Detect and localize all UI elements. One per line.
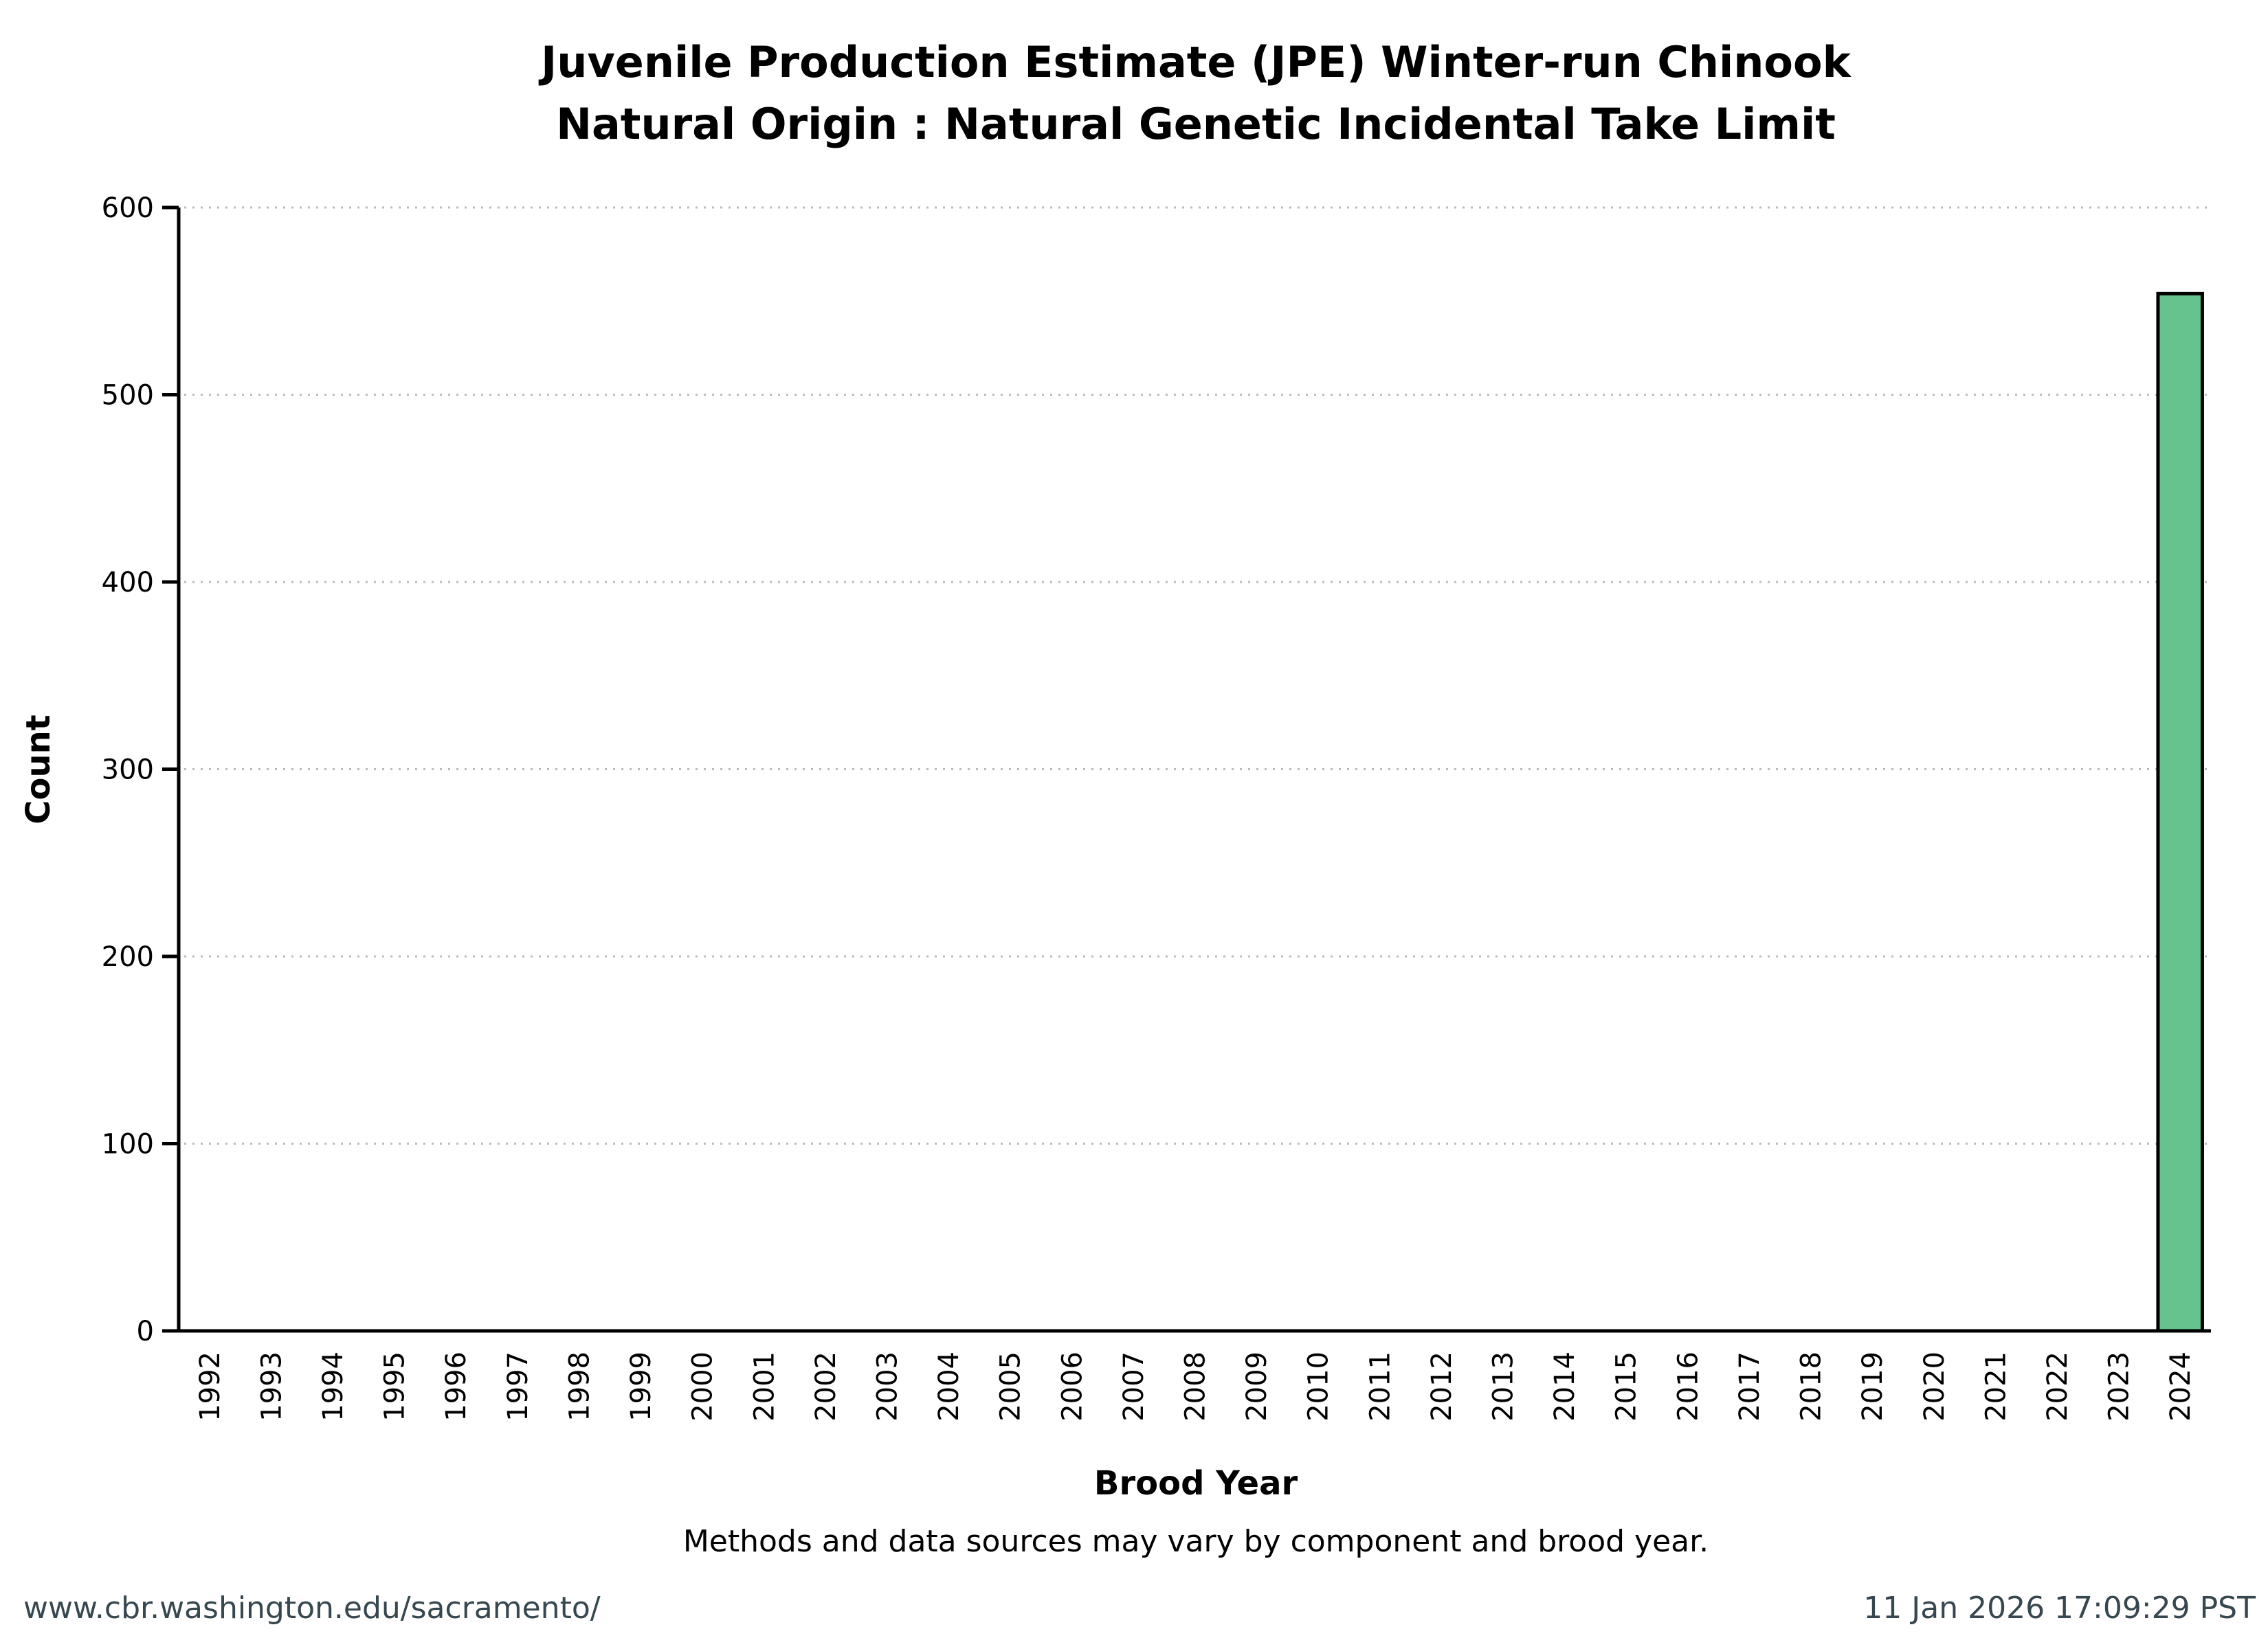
x-tick-label: 2003 [871, 1351, 903, 1422]
x-tick-label: 2004 [933, 1351, 965, 1422]
y-tick-label: 500 [102, 380, 154, 412]
x-tick-label: 2013 [1488, 1351, 1520, 1422]
bar-2024 [2156, 291, 2204, 1333]
x-tick-label: 2009 [1241, 1351, 1273, 1422]
x-tick-label: 2017 [1734, 1351, 1766, 1422]
x-tick-label: 2000 [687, 1351, 719, 1422]
x-tick-label: 1998 [564, 1351, 595, 1422]
x-tick-label: 2015 [1611, 1351, 1643, 1422]
y-axis-label: Count [19, 715, 58, 824]
x-tick-label: 2010 [1303, 1351, 1335, 1422]
x-tick-label: 1995 [379, 1351, 411, 1422]
x-tick-label: 1992 [194, 1351, 226, 1422]
x-tick-label: 2006 [1056, 1351, 1088, 1422]
x-tick-label: 1993 [256, 1351, 287, 1422]
x-tick-label: 2002 [810, 1351, 842, 1422]
x-tick-label: 2024 [2165, 1351, 2197, 1422]
y-tick-label: 100 [102, 1129, 154, 1160]
x-tick-label: 2001 [748, 1351, 780, 1422]
footer-url[interactable]: www.cbr.washington.edu/sacramento/ [23, 1591, 601, 1626]
y-tick-label: 600 [102, 192, 154, 224]
methods-note: Methods and data sources may vary by com… [683, 1524, 1709, 1559]
x-axis-label: Brood Year [1094, 1464, 1298, 1503]
x-tick-label: 2014 [1549, 1351, 1581, 1422]
x-tick-label: 2022 [2042, 1351, 2074, 1422]
y-tick-label: 400 [102, 567, 154, 598]
y-tick-label: 300 [102, 754, 154, 786]
x-tick-label: 2016 [1672, 1351, 1704, 1422]
x-tick-label: 2011 [1364, 1351, 1396, 1422]
x-tick-label: 1999 [625, 1351, 657, 1422]
y-tick-label: 0 [137, 1316, 154, 1347]
x-tick-label: 2008 [1180, 1351, 1212, 1422]
x-tick-label: 2019 [1857, 1351, 1889, 1422]
x-tick-label: 2007 [1118, 1351, 1150, 1422]
x-tick-label: 2018 [1796, 1351, 1827, 1422]
x-tick-label: 1994 [318, 1351, 349, 1422]
x-tick-label: 2020 [1919, 1351, 1950, 1422]
x-tick-label: 2021 [1980, 1351, 2012, 1422]
x-tick-label: 2023 [2104, 1351, 2135, 1422]
footer-timestamp: 11 Jan 2026 17:09:29 PST [1863, 1591, 2256, 1626]
x-tick-label: 1997 [502, 1351, 534, 1422]
chart-title-line-1: Juvenile Production Estimate (JPE) Winte… [538, 37, 1852, 87]
x-tick-label: 2012 [1426, 1351, 1458, 1422]
y-tick-label: 200 [102, 941, 154, 973]
chart-title-line-2: Natural Origin : Natural Genetic Inciden… [556, 99, 1836, 149]
x-tick-label: 2005 [995, 1351, 1027, 1422]
x-tick-label: 1996 [441, 1351, 472, 1422]
